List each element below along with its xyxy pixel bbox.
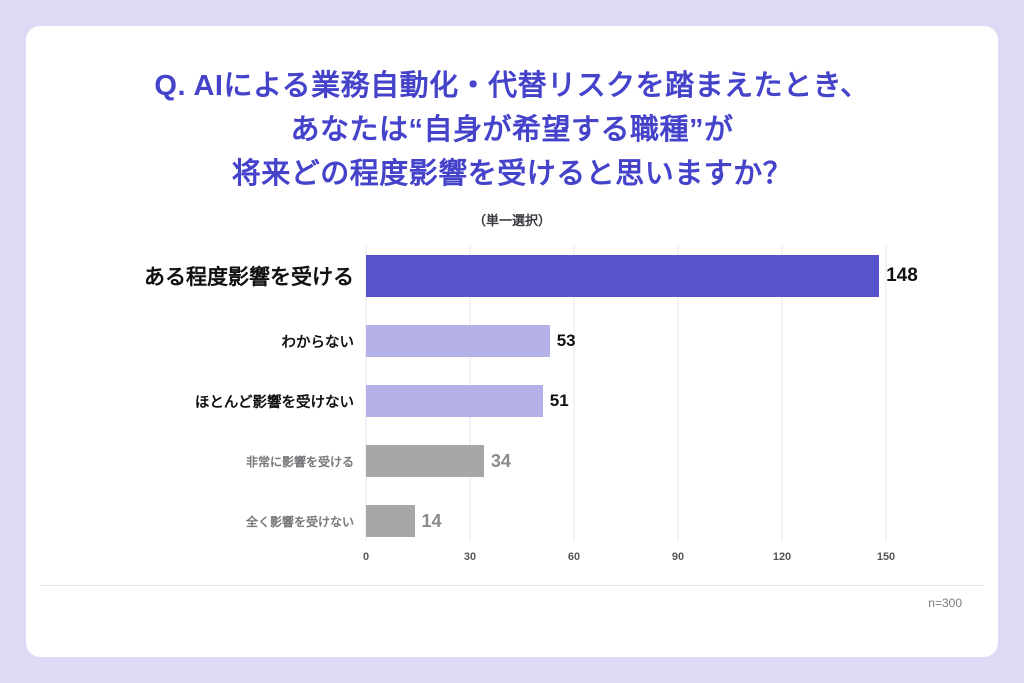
bar xyxy=(366,325,550,357)
chart-row: 全く影響を受けない 14 xyxy=(96,505,962,537)
question-title-line-1: Q. AIによる業務自動化・代替リスクを踏まえたとき、 xyxy=(154,70,870,102)
x-tick-label: 60 xyxy=(567,551,581,563)
bar-track: 53 xyxy=(366,325,926,357)
value-label: 34 xyxy=(490,450,511,471)
bar-track: 148 xyxy=(366,255,926,297)
gridline xyxy=(781,245,783,541)
category-label: 全く影響を受けない xyxy=(245,514,354,529)
bar-track: 14 xyxy=(366,505,926,537)
category-label: ほとんど影響を受けない xyxy=(194,394,354,411)
bar xyxy=(366,385,543,417)
value-label: 51 xyxy=(549,391,569,410)
question-title: Q. AIによる業務自動化・代替リスクを踏まえたとき、 あなたは“自身が希望する… xyxy=(26,64,998,196)
question-subtitle: （単一選択） xyxy=(472,213,551,228)
bar-track: 34 xyxy=(366,445,926,477)
chart-row: ある程度影響を受ける 148 xyxy=(96,255,962,297)
chart-row: 非常に影響を受ける 34 xyxy=(96,445,962,477)
category-label: わからない xyxy=(281,334,355,351)
x-tick-label: 90 xyxy=(671,551,685,563)
horizontal-bar-chart: ある程度影響を受ける 148 わからない 53 ほとんど影響を受けない 51 非常に影響を受… xyxy=(96,245,962,571)
question-title-line-2: あなたは“自身が希望する職種”が xyxy=(290,114,734,146)
value-label: 148 xyxy=(886,265,918,286)
x-tick-label: 120 xyxy=(772,551,792,563)
category-label: 非常に影響を受ける xyxy=(245,454,354,469)
gridline xyxy=(573,245,575,541)
question-title-line-3: 将来どの程度影響を受けると思いますか？ xyxy=(231,158,793,190)
bar-track: 51 xyxy=(366,385,926,417)
chart-row: わからない 53 xyxy=(96,325,962,357)
survey-result-card: Q. AIによる業務自動化・代替リスクを踏まえたとき、 あなたは“自身が希望する… xyxy=(26,26,998,657)
bar xyxy=(366,505,415,537)
sample-size-label: n=300 xyxy=(928,596,962,610)
value-label: 53 xyxy=(556,331,576,350)
gridline xyxy=(885,245,887,541)
category-label: ある程度影響を受ける xyxy=(144,266,354,289)
gridline xyxy=(677,245,679,541)
x-axis-ticks: 0 30 60 90 120 150 xyxy=(362,537,895,571)
x-tick-label: 30 xyxy=(463,551,477,563)
x-tick-label: 150 xyxy=(876,551,896,563)
bar xyxy=(366,255,880,297)
x-tick-label: 0 xyxy=(362,551,370,563)
chart-row: ほとんど影響を受けない 51 xyxy=(96,385,962,417)
chart-rows: ある程度影響を受ける 148 わからない 53 ほとんど影響を受けない 51 非常に影響を受… xyxy=(96,255,962,537)
value-label: 14 xyxy=(421,510,442,531)
bar xyxy=(366,445,484,477)
footer-divider xyxy=(40,585,984,586)
